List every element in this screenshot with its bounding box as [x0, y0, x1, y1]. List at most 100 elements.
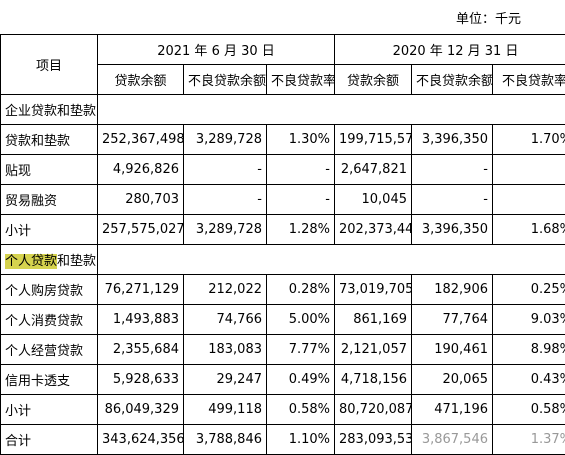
- cell-value: 3,289,728: [184, 125, 267, 155]
- cell-value: 10,045: [335, 185, 412, 215]
- cell-value: 257,575,027: [98, 215, 184, 245]
- header-npl-balance: 不良贷款余额: [412, 65, 493, 95]
- row-label: 小计: [1, 395, 98, 425]
- cell-value: 5,928,633: [98, 365, 184, 395]
- header-npl-balance: 不良贷款余额: [184, 65, 267, 95]
- cell-value: 343,624,356: [98, 425, 184, 455]
- header-loan-balance: 贷款余额: [98, 65, 184, 95]
- cell-value: 1.37%: [493, 425, 565, 455]
- cell-value: -: [267, 155, 335, 185]
- cell-value: 2,121,057: [335, 335, 412, 365]
- row-label: 贴现: [1, 155, 98, 185]
- cell-value: 212,022: [184, 275, 267, 305]
- cell-value: 8.98%: [493, 335, 565, 365]
- header-item: 项目: [1, 35, 98, 95]
- cell-value: 182,906: [412, 275, 493, 305]
- cell-value: 861,169: [335, 305, 412, 335]
- header-npl-ratio: 不良贷款率: [267, 65, 335, 95]
- cell-value: 3,396,350: [412, 215, 493, 245]
- table-row: 贸易融资 280,703 - - 10,045 - -: [1, 185, 565, 215]
- cell-value: 2,355,684: [98, 335, 184, 365]
- table-row: 个人购房贷款 76,271,129 212,022 0.28% 73,019,7…: [1, 275, 565, 305]
- section-blank: [98, 95, 565, 125]
- cell-value: -: [184, 185, 267, 215]
- cell-value: 1.70%: [493, 125, 565, 155]
- cell-value: 3,788,846: [184, 425, 267, 455]
- section-row-corporate: 企业贷款和垫款: [1, 95, 565, 125]
- cell-value: 0.28%: [267, 275, 335, 305]
- section-blank: [98, 245, 565, 275]
- cell-value: 2,647,821: [335, 155, 412, 185]
- cell-value: 4,718,156: [335, 365, 412, 395]
- cell-value: 199,715,579: [335, 125, 412, 155]
- header-row-periods: 项目 2021 年 6 月 30 日 2020 年 12 月 31 日: [1, 35, 565, 65]
- table-row: 个人消费贷款 1,493,883 74,766 5.00% 861,169 77…: [1, 305, 565, 335]
- table-row: 个人经营贷款 2,355,684 183,083 7.77% 2,121,057…: [1, 335, 565, 365]
- cell-value: 0.43%: [493, 365, 565, 395]
- cell-value: 0.58%: [493, 395, 565, 425]
- table-row: 贴现 4,926,826 - - 2,647,821 - -: [1, 155, 565, 185]
- row-label: 信用卡透支: [1, 365, 98, 395]
- cell-value: 1,493,883: [98, 305, 184, 335]
- cell-value: 1.10%: [267, 425, 335, 455]
- cell-value: 20,065: [412, 365, 493, 395]
- section-title-personal: 个人贷款和垫款: [1, 245, 98, 275]
- header-loan-balance: 贷款余额: [335, 65, 412, 95]
- row-label: 小计: [1, 215, 98, 245]
- row-label: 个人消费贷款: [1, 305, 98, 335]
- cell-value: 73,019,705: [335, 275, 412, 305]
- section-title-rest: 和垫款: [57, 254, 96, 269]
- header-npl-ratio: 不良贷款率: [493, 65, 565, 95]
- cell-value: 0.49%: [267, 365, 335, 395]
- cell-value: 280,703: [98, 185, 184, 215]
- cell-value: -: [412, 155, 493, 185]
- cell-value: 499,118: [184, 395, 267, 425]
- cell-value: 0.58%: [267, 395, 335, 425]
- cell-value: 80,720,087: [335, 395, 412, 425]
- header-period-2021-06-30: 2021 年 6 月 30 日: [98, 35, 335, 65]
- cell-value: 183,083: [184, 335, 267, 365]
- cell-value: 1.68%: [493, 215, 565, 245]
- row-label: 贸易融资: [1, 185, 98, 215]
- unit-label: 单位：千元: [456, 12, 521, 28]
- row-label: 个人经营贷款: [1, 335, 98, 365]
- cell-value: -: [412, 185, 493, 215]
- cell-value: 3,396,350: [412, 125, 493, 155]
- cell-value: 471,196: [412, 395, 493, 425]
- cell-value: 0.25%: [493, 275, 565, 305]
- cell-value: 29,247: [184, 365, 267, 395]
- cell-value: 76,271,129: [98, 275, 184, 305]
- cell-value: -: [493, 185, 565, 215]
- subtotal-row-personal: 小计 86,049,329 499,118 0.58% 80,720,087 4…: [1, 395, 565, 425]
- row-label: 合计: [1, 425, 98, 455]
- cell-value: 4,926,826: [98, 155, 184, 185]
- cell-value: 1.30%: [267, 125, 335, 155]
- cell-value: 283,093,532: [335, 425, 412, 455]
- cell-value: 77,764: [412, 305, 493, 335]
- cell-value: 7.77%: [267, 335, 335, 365]
- cell-value: 74,766: [184, 305, 267, 335]
- header-period-2020-12-31: 2020 年 12 月 31 日: [335, 35, 565, 65]
- subtotal-row-corporate: 小计 257,575,027 3,289,728 1.28% 202,373,4…: [1, 215, 565, 245]
- highlighted-text: 个人贷款: [5, 254, 57, 269]
- table-row: 信用卡透支 5,928,633 29,247 0.49% 4,718,156 2…: [1, 365, 565, 395]
- cell-value: 86,049,329: [98, 395, 184, 425]
- section-title-corporate: 企业贷款和垫款: [1, 95, 98, 125]
- cell-value: -: [267, 185, 335, 215]
- row-label: 个人购房贷款: [1, 275, 98, 305]
- total-row: 合计 343,624,356 3,788,846 1.10% 283,093,5…: [1, 425, 565, 455]
- cell-value: -: [184, 155, 267, 185]
- table-row: 贷款和垫款 252,367,498 3,289,728 1.30% 199,71…: [1, 125, 565, 155]
- row-label: 贷款和垫款: [1, 125, 98, 155]
- cell-value: 252,367,498: [98, 125, 184, 155]
- cell-value: 9.03%: [493, 305, 565, 335]
- cell-value: 190,461: [412, 335, 493, 365]
- cell-value: 202,373,445: [335, 215, 412, 245]
- loan-quality-table: 项目 2021 年 6 月 30 日 2020 年 12 月 31 日 贷款余额…: [0, 34, 565, 455]
- section-row-personal: 个人贷款和垫款: [1, 245, 565, 275]
- cell-value: 1.28%: [267, 215, 335, 245]
- cell-value: 5.00%: [267, 305, 335, 335]
- cell-value: -: [493, 155, 565, 185]
- cell-value: 3,289,728: [184, 215, 267, 245]
- cell-value: 3,867,546: [412, 425, 493, 455]
